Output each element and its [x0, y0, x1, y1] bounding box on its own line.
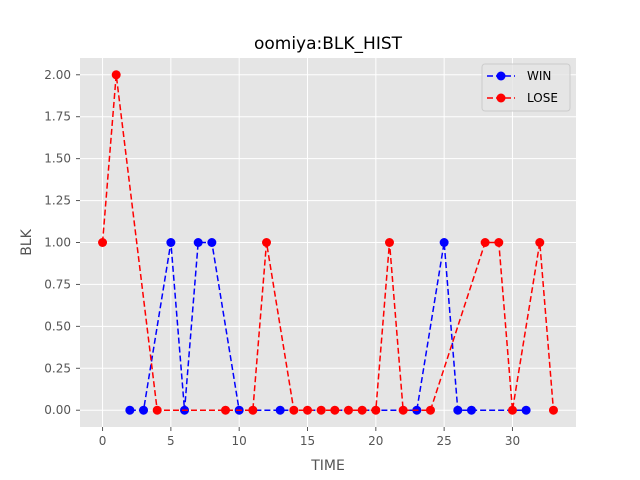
data-point-win — [193, 238, 203, 247]
legend-marker-lose — [496, 93, 506, 103]
data-point-lose — [221, 405, 231, 415]
axis-ticks: 0 5 10 15 20 25 30 0.00 0.25 0.50 0.75 1.00 1.25 1.50… — [44, 68, 520, 448]
data-point-win — [453, 405, 463, 415]
data-point-lose — [548, 405, 558, 415]
x-tick-label: 15 — [300, 434, 315, 448]
data-point-lose — [494, 238, 504, 247]
data-point-win — [439, 238, 449, 247]
x-tick-label: 20 — [368, 434, 383, 448]
data-point-lose — [330, 405, 340, 415]
x-axis-label: TIME — [310, 458, 345, 474]
data-point-win — [521, 405, 531, 415]
y-tick-label: 0.50 — [44, 319, 71, 333]
data-point-lose — [152, 405, 162, 415]
data-point-lose — [535, 238, 545, 247]
y-tick-label: 1.75 — [44, 110, 71, 124]
data-point-lose — [98, 238, 108, 247]
series-layer — [98, 70, 558, 415]
data-point-win — [466, 405, 476, 415]
y-tick-label: 1.00 — [44, 236, 71, 250]
y-axis-label: BLK — [19, 228, 35, 255]
data-point-lose — [262, 238, 272, 247]
y-tick-label: 1.25 — [44, 194, 71, 208]
data-point-lose — [111, 70, 121, 80]
data-point-lose — [289, 405, 299, 415]
data-point-lose — [425, 405, 435, 415]
data-point-lose — [384, 238, 394, 247]
legend: WIN LOSE — [481, 63, 571, 112]
data-point-lose — [371, 405, 381, 415]
x-tick-label: 30 — [505, 434, 520, 448]
data-point-win — [125, 405, 135, 415]
y-tick-label: 1.50 — [44, 152, 71, 166]
legend-marker-win — [496, 71, 506, 81]
y-tick-label: 2.00 — [44, 68, 71, 82]
data-point-lose — [316, 405, 326, 415]
data-point-win — [166, 238, 176, 247]
x-tick-label: 10 — [232, 434, 247, 448]
y-tick-label: 0.75 — [44, 277, 71, 291]
data-point-lose — [248, 405, 258, 415]
legend-label-win: WIN — [527, 69, 551, 83]
legend-label-lose: LOSE — [527, 91, 558, 105]
data-point-lose — [398, 405, 408, 415]
chart-title: oomiya:BLK_HIST — [254, 34, 403, 54]
data-point-win — [139, 405, 149, 415]
y-tick-label: 0.25 — [44, 361, 71, 375]
data-point-win — [207, 238, 217, 247]
data-point-lose — [343, 405, 353, 415]
data-point-lose — [303, 405, 313, 415]
data-point-win — [275, 405, 285, 415]
x-tick-label: 25 — [437, 434, 452, 448]
data-point-lose — [480, 238, 490, 247]
data-point-lose — [357, 405, 367, 415]
x-tick-label: 0 — [99, 434, 107, 448]
y-tick-label: 0.00 — [44, 403, 71, 417]
data-point-lose — [507, 405, 517, 415]
x-tick-label: 5 — [167, 434, 175, 448]
